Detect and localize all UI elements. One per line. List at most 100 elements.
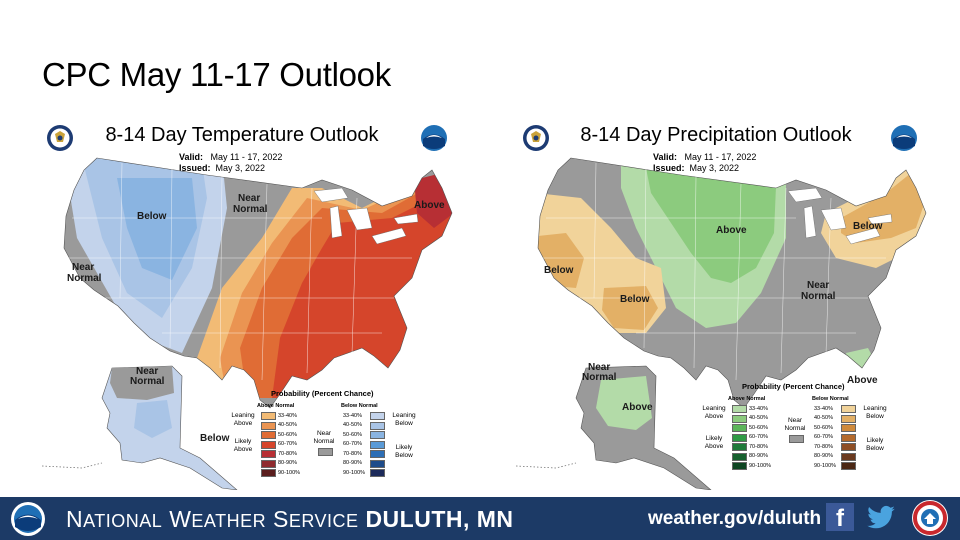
legend-above-range: 33-40%	[749, 405, 768, 412]
legend-above-swatch	[732, 433, 747, 442]
valid-label: Valid:	[179, 152, 204, 162]
precipitation-map: Above Below Below Below Near Normal Abov…	[515, 157, 927, 490]
above-40-zone	[646, 168, 776, 283]
legend-below-range: 70-80%	[343, 450, 362, 457]
region-near-1: Near	[807, 280, 829, 291]
office-name: DULUTH, MN	[365, 506, 514, 532]
legend-title: Probability (Percent Chance)	[742, 382, 845, 391]
legend-above-range: 50-60%	[749, 424, 768, 431]
legend-near-swatch	[318, 448, 333, 456]
region-near-2: Normal	[801, 291, 836, 302]
legend-above-range: 33-40%	[278, 412, 297, 419]
website-link[interactable]: weather.gov/duluth	[648, 508, 822, 529]
legend-below-range: 40-50%	[343, 422, 362, 428]
legend-above-swatch	[261, 469, 276, 477]
legend-above-range: 80-90%	[749, 453, 768, 459]
region-ak-below: Below	[200, 433, 230, 444]
legend-above-header: Above Normal	[728, 396, 766, 402]
legend-below-swatch	[370, 459, 385, 468]
legend-below-range: 60-70%	[343, 441, 362, 447]
legend-above-swatch	[732, 452, 747, 461]
great-lakes	[787, 187, 893, 245]
legend-below-swatch	[370, 431, 385, 439]
legend-below-range: 40-50%	[814, 415, 833, 421]
legend-below-header: Below Normal	[812, 396, 849, 402]
legend-below-range: 90-100%	[814, 462, 837, 469]
temperature-outlook-panel: 8-14 Day Temperature Outlook Valid: May …	[22, 118, 462, 490]
issued-label: Issued:	[179, 163, 211, 173]
temperature-map: Below Near Normal Near Normal Above Near…	[41, 157, 453, 490]
below-40-sw-zone	[602, 286, 658, 330]
legend-leaning-below: Leaning Below	[392, 412, 416, 427]
legend-leaning-above: Leaning Above	[702, 405, 726, 420]
region-below-west: Below	[544, 265, 574, 276]
legend-above-range: 80-90%	[278, 460, 297, 466]
legend-above-range: 70-80%	[749, 443, 768, 450]
noaa-logo-icon	[891, 125, 917, 151]
legend-above-range: 40-50%	[278, 422, 297, 428]
legend-title: Probability (Percent Chance)	[271, 389, 374, 398]
organization-name: NATIONAL WEATHER SERVICE DULUTH, MN	[66, 506, 514, 532]
weather-ready-nation-icon[interactable]	[911, 499, 949, 537]
below-40-ne-zone	[841, 173, 926, 243]
legend-below-swatch	[841, 414, 856, 423]
legend-near-normal: Near Normal	[313, 430, 335, 445]
region-near-west-2: Normal	[67, 273, 102, 284]
conus-outline	[63, 157, 453, 409]
legend-above-range: 70-80%	[278, 450, 297, 457]
alaska-map	[515, 365, 712, 490]
legend-above-range: 60-70%	[749, 434, 768, 440]
region-ak-above: Above	[622, 402, 653, 413]
precipitation-legend: Probability (Percent Chance) Above Norma…	[700, 383, 930, 475]
noaa-logo-icon	[421, 125, 447, 151]
legend-above-swatch	[261, 459, 276, 468]
twitter-icon[interactable]	[866, 503, 896, 533]
commerce-seal-icon	[47, 125, 73, 151]
legend-below-range: 33-40%	[343, 412, 362, 419]
legend-below-swatch	[841, 452, 856, 461]
legend-above-swatch	[732, 414, 747, 423]
legend-below-swatch	[370, 469, 385, 477]
legend-above-swatch	[261, 431, 276, 439]
region-above-fl: Above	[847, 375, 878, 386]
legend-above-swatch	[261, 421, 276, 430]
legend-above-swatch	[732, 405, 747, 413]
legend-below-swatch	[841, 405, 856, 413]
legend-below-swatch	[841, 433, 856, 442]
valid-value: May 11 - 17, 2022	[684, 152, 757, 162]
legend-likely-above: Likely Above	[704, 435, 724, 450]
legend-below-swatch	[370, 440, 385, 449]
noaa-logo-icon[interactable]	[10, 501, 46, 537]
issued-value: May 3, 2022	[689, 163, 740, 173]
region-below-sw: Below	[620, 294, 650, 305]
legend-above-range: 60-70%	[278, 441, 297, 447]
region-near-west-1: Near	[72, 262, 94, 273]
legend-near-normal: Near Normal	[784, 417, 806, 432]
region-above-central: Above	[716, 225, 747, 236]
legend-below-header: Below Normal	[341, 403, 378, 409]
slide-title: CPC May 11-17 Outlook	[42, 56, 391, 93]
legend-below-swatch	[841, 462, 856, 470]
legend-likely-below: Likely Below	[866, 437, 884, 452]
region-near-north-2: Normal	[233, 204, 268, 215]
legend-leaning-above: Leaning Above	[231, 412, 255, 427]
legend-below-swatch	[370, 412, 385, 420]
temperature-map-title: 8-14 Day Temperature Outlook	[105, 124, 379, 146]
legend-above-swatch	[261, 450, 276, 458]
legend-below-swatch	[841, 443, 856, 451]
legend-likely-above: Likely Above	[233, 438, 253, 453]
legend-near-swatch	[789, 435, 804, 443]
conus-outline	[537, 157, 927, 409]
region-below-ne: Below	[853, 221, 883, 232]
legend-above-swatch	[261, 440, 276, 449]
facebook-icon[interactable]: f	[826, 503, 854, 532]
legend-leaning-below: Leaning Below	[863, 405, 887, 420]
state-borders	[67, 162, 412, 381]
legend-below-range: 50-60%	[814, 424, 833, 431]
legend-below-range: 60-70%	[814, 434, 833, 440]
legend-above-range: 50-60%	[278, 431, 297, 438]
legend-below-range: 80-90%	[343, 460, 362, 466]
region-ak-near-2: Normal	[130, 376, 165, 387]
temperature-dates: Valid: May 11 - 17, 2022 Issued: May 3, …	[179, 152, 282, 174]
legend-above-range: 90-100%	[749, 462, 772, 469]
